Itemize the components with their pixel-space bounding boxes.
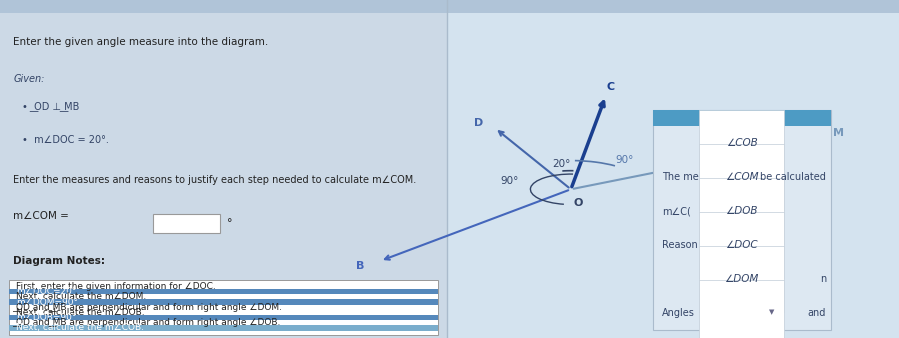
Text: 90°: 90° bbox=[501, 176, 520, 186]
Text: Reason: Reason bbox=[662, 240, 698, 250]
Bar bbox=[9, 280, 438, 335]
Text: Next, calculate the m∠COB.: Next, calculate the m∠COB. bbox=[16, 323, 144, 333]
Text: Angles: Angles bbox=[662, 308, 695, 318]
Text: m∠COM =: m∠COM = bbox=[13, 211, 69, 221]
Text: ∠COM: ∠COM bbox=[725, 172, 759, 182]
Bar bbox=[699, 144, 785, 210]
Text: Next, calculate the m∠DOM.: Next, calculate the m∠DOM. bbox=[16, 292, 147, 301]
Text: C: C bbox=[606, 82, 614, 92]
Bar bbox=[699, 246, 785, 312]
Text: Enter the given angle measure into the diagram.: Enter the given angle measure into the d… bbox=[13, 37, 269, 47]
Text: •  m∠DOC = 20°.: • m∠DOC = 20°. bbox=[22, 135, 110, 145]
Text: ͟OD and ͟MB are perpendicular and form right angle ∠DOB.: ͟OD and ͟MB are perpendicular and form r… bbox=[16, 318, 280, 327]
Text: The me: The me bbox=[662, 172, 699, 182]
Text: 20°: 20° bbox=[552, 159, 571, 169]
Text: •  ͟OD ⊥ ͟MB: • ͟OD ⊥ ͟MB bbox=[22, 101, 80, 111]
Text: be calculated: be calculated bbox=[761, 172, 826, 182]
Text: m∠DOM=90°: m∠DOM=90° bbox=[16, 297, 78, 307]
Text: ∠DOC: ∠DOC bbox=[725, 240, 758, 250]
Text: M: M bbox=[832, 128, 844, 139]
Text: m∠DOC=20°: m∠DOC=20° bbox=[16, 287, 76, 296]
Bar bbox=[699, 212, 785, 278]
Text: n: n bbox=[820, 274, 826, 284]
Text: First, enter the given information for ∠DOC.: First, enter the given information for ∠… bbox=[16, 282, 216, 291]
Bar bbox=[699, 280, 785, 338]
Text: m∠DOB=90°: m∠DOB=90° bbox=[16, 313, 76, 322]
Text: B: B bbox=[356, 261, 365, 271]
Bar bbox=[653, 110, 831, 330]
Text: m∠C(: m∠C( bbox=[662, 206, 690, 216]
Text: ∠DOM: ∠DOM bbox=[725, 274, 759, 284]
Text: Diagram Notes:: Diagram Notes: bbox=[13, 256, 105, 266]
Bar bbox=[699, 178, 785, 244]
Bar bbox=[9, 325, 438, 331]
Bar bbox=[9, 315, 438, 320]
Bar bbox=[9, 289, 438, 294]
Text: Next, calculate the m∠DOB.: Next, calculate the m∠DOB. bbox=[16, 308, 145, 317]
Text: ∠COB: ∠COB bbox=[725, 138, 758, 148]
Bar bbox=[0, 0, 899, 13]
Text: Given:: Given: bbox=[13, 74, 45, 84]
Bar bbox=[0, 13, 447, 338]
Text: D: D bbox=[474, 118, 484, 128]
Bar bbox=[699, 110, 785, 176]
Text: ͟OD and ͟MB are perpendicular and form right angle ∠DOM.: ͟OD and ͟MB are perpendicular and form r… bbox=[16, 303, 282, 312]
Text: O: O bbox=[574, 198, 583, 208]
Bar bbox=[9, 299, 438, 305]
Bar bbox=[447, 13, 899, 338]
Text: 90°: 90° bbox=[616, 155, 634, 165]
Text: and: and bbox=[808, 308, 826, 318]
Text: Enter the measures and reasons to justify each step needed to calculate m∠COM.: Enter the measures and reasons to justif… bbox=[13, 175, 417, 185]
Bar bbox=[653, 110, 831, 126]
Text: ▼: ▼ bbox=[769, 310, 774, 316]
Bar bbox=[153, 214, 220, 233]
Text: ∠DOB: ∠DOB bbox=[725, 206, 758, 216]
Text: °: ° bbox=[227, 218, 233, 228]
